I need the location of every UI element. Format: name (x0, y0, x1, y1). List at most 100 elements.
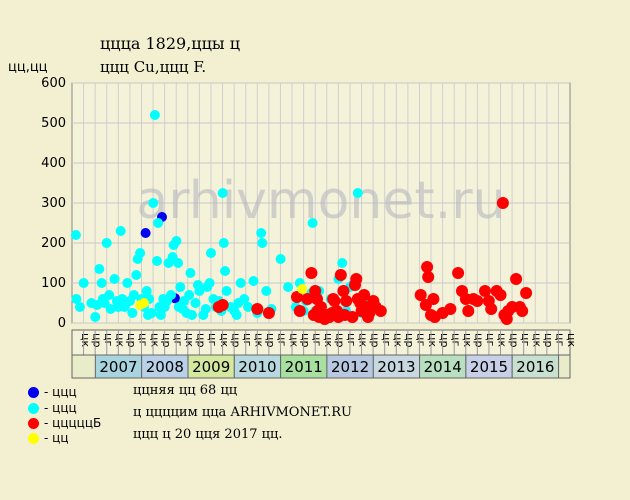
data-point (248, 276, 259, 286)
data-point (340, 295, 353, 307)
data-point (301, 293, 314, 305)
half-year-label: цр (507, 333, 520, 347)
year-label: 2007 (99, 358, 137, 376)
half-year-label: цк (496, 333, 509, 347)
data-point (155, 310, 166, 320)
data-point (261, 286, 272, 296)
legend-label-cyan: - ццц (44, 401, 77, 415)
data-point (217, 188, 228, 198)
data-point (70, 230, 81, 240)
data-point (127, 308, 138, 318)
chart-subtitle: ццц Cu,ццц F. (100, 58, 207, 76)
data-point (305, 267, 318, 279)
data-point (350, 273, 363, 285)
data-point (297, 284, 308, 294)
half-year-label: цг (137, 333, 150, 346)
data-point (346, 311, 359, 323)
half-year-label: цр (542, 333, 555, 347)
data-point (235, 278, 246, 288)
half-year-label: цк (287, 333, 300, 347)
data-point (220, 266, 231, 276)
half-year-label: цр (403, 333, 416, 347)
data-point (78, 278, 89, 288)
data-point (262, 307, 275, 319)
year-label: 2009 (192, 358, 230, 376)
half-year-label: цк (114, 333, 127, 347)
data-point (206, 248, 216, 258)
data-point (374, 305, 387, 317)
data-point (337, 285, 350, 297)
legend-dot-red (28, 417, 39, 429)
data-point (115, 226, 126, 236)
data-point (96, 278, 107, 288)
data-point (462, 305, 475, 317)
chart-title: ццца 1829,ццы ц (100, 34, 240, 53)
data-point (175, 282, 186, 292)
data-point (283, 282, 294, 292)
watermark: arhivmonet.ru (136, 171, 505, 231)
legend-dot-blue (28, 386, 39, 398)
data-point (452, 267, 465, 279)
data-point (293, 305, 306, 317)
year-label: 2016 (516, 358, 554, 376)
legend-label-red: - цццццБ (44, 416, 102, 430)
data-point (337, 258, 348, 268)
data-point (275, 254, 286, 264)
data-point (152, 256, 162, 266)
data-point (128, 290, 139, 300)
data-point (221, 286, 232, 296)
data-point (520, 287, 533, 299)
data-point (190, 298, 201, 308)
half-year-label: цр (195, 333, 208, 347)
data-point (171, 236, 182, 246)
data-point (251, 303, 264, 315)
data-point (239, 294, 250, 304)
data-point (479, 285, 491, 297)
year-label: 2008 (146, 358, 184, 376)
legend-item-red: - цццццБ (28, 416, 101, 430)
data-point (101, 238, 112, 248)
half-year-label: цр (473, 333, 486, 347)
data-point (358, 289, 371, 301)
data-point (105, 304, 116, 314)
half-year-label: цк (391, 333, 404, 347)
half-year-label: цр (368, 333, 381, 347)
y-tick-label: 0 (58, 316, 66, 331)
legend-item-yellow: - цц (28, 431, 68, 445)
note-source: ц ццццим цца ARHIVMONET.RU (133, 405, 352, 420)
data-point (291, 291, 303, 303)
data-point (485, 303, 498, 315)
data-point (257, 238, 268, 248)
note-date: ццц ц 20 цця 2017 цц. (133, 427, 283, 442)
y-axis-label: цц,цц (8, 60, 48, 75)
half-year-label: цк (565, 333, 578, 347)
half-year-label: цг (102, 333, 115, 346)
half-year-label: цр (334, 333, 347, 347)
half-year-label: цг (519, 333, 532, 346)
data-point (307, 218, 318, 228)
data-point (494, 289, 507, 301)
data-point (243, 302, 254, 312)
data-point (184, 290, 195, 300)
data-point (74, 302, 85, 312)
note-average: ццняя цц 68 цц (133, 383, 238, 398)
year-label: 2010 (238, 358, 276, 376)
half-year-label: цг (484, 333, 497, 346)
half-year-label: цр (229, 333, 242, 347)
legend-label-blue: - ццц (44, 385, 77, 399)
data-point (422, 271, 435, 283)
y-tick-label: 500 (41, 116, 66, 131)
half-year-label: цк (530, 333, 543, 347)
y-tick-label: 100 (41, 276, 66, 291)
half-year-label: цк (218, 333, 231, 347)
data-point (218, 238, 229, 248)
data-point (231, 310, 242, 320)
half-year-label: цк (322, 333, 335, 347)
data-point (427, 293, 440, 305)
legend-item-blue: - ццц (28, 385, 77, 399)
data-point (149, 110, 160, 120)
data-point (94, 264, 105, 274)
y-tick-label: 600 (41, 76, 66, 91)
data-point (131, 270, 142, 280)
y-tick-label: 300 (41, 196, 66, 211)
